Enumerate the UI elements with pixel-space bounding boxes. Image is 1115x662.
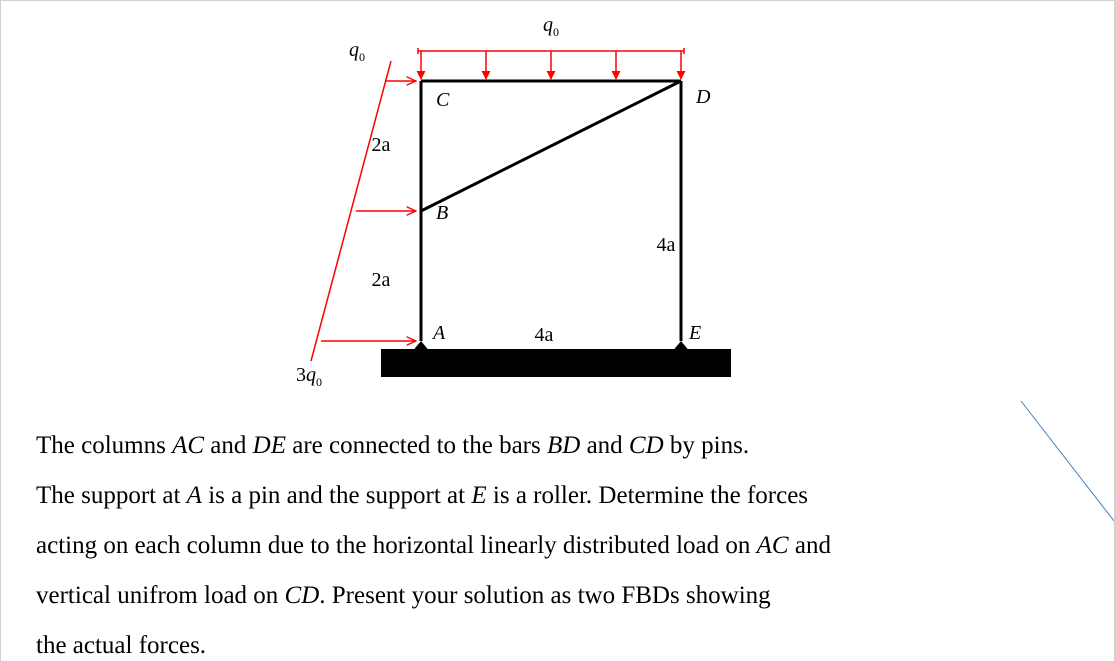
node-label-a: A bbox=[431, 322, 446, 344]
node-label-d: D bbox=[695, 86, 711, 108]
dim-2a-upper: 2a bbox=[372, 134, 391, 156]
text-line-4: vertical unifrom load on CD. Present you… bbox=[36, 571, 1096, 621]
problem-text: The columns AC and DE are connected to t… bbox=[36, 421, 1096, 662]
node-label-e: E bbox=[688, 322, 701, 344]
page: q0 q0 3q0 2a 2 bbox=[0, 0, 1115, 662]
dim-4a-bottom: 4a bbox=[535, 324, 554, 346]
load-label-q0-top: q0 bbox=[543, 14, 559, 39]
dim-4a-right: 4a bbox=[657, 234, 676, 256]
structure-diagram: q0 q0 3q0 2a 2 bbox=[261, 1, 831, 401]
node-label-c: C bbox=[436, 89, 450, 111]
text-line-2: The support at A is a pin and the suppor… bbox=[36, 471, 1096, 521]
text-line-3: acting on each column due to the horizon… bbox=[36, 521, 1096, 571]
roller-support-e bbox=[671, 341, 691, 353]
member-bd bbox=[421, 81, 681, 211]
uniform-load-top bbox=[418, 48, 684, 79]
load-label-q0-side-top: q0 bbox=[349, 39, 365, 64]
ground bbox=[381, 349, 731, 377]
pin-support-a bbox=[411, 341, 431, 353]
load-label-3q0-side-bottom: 3q0 bbox=[296, 364, 322, 389]
dim-2a-lower: 2a bbox=[372, 269, 391, 291]
text-line-1: The columns AC and DE are connected to t… bbox=[36, 421, 1096, 471]
node-label-b: B bbox=[436, 202, 448, 224]
figure-area: q0 q0 3q0 2a 2 bbox=[261, 1, 831, 401]
triangular-load-side bbox=[311, 61, 416, 361]
text-line-5: the actual forces. bbox=[36, 621, 1096, 662]
